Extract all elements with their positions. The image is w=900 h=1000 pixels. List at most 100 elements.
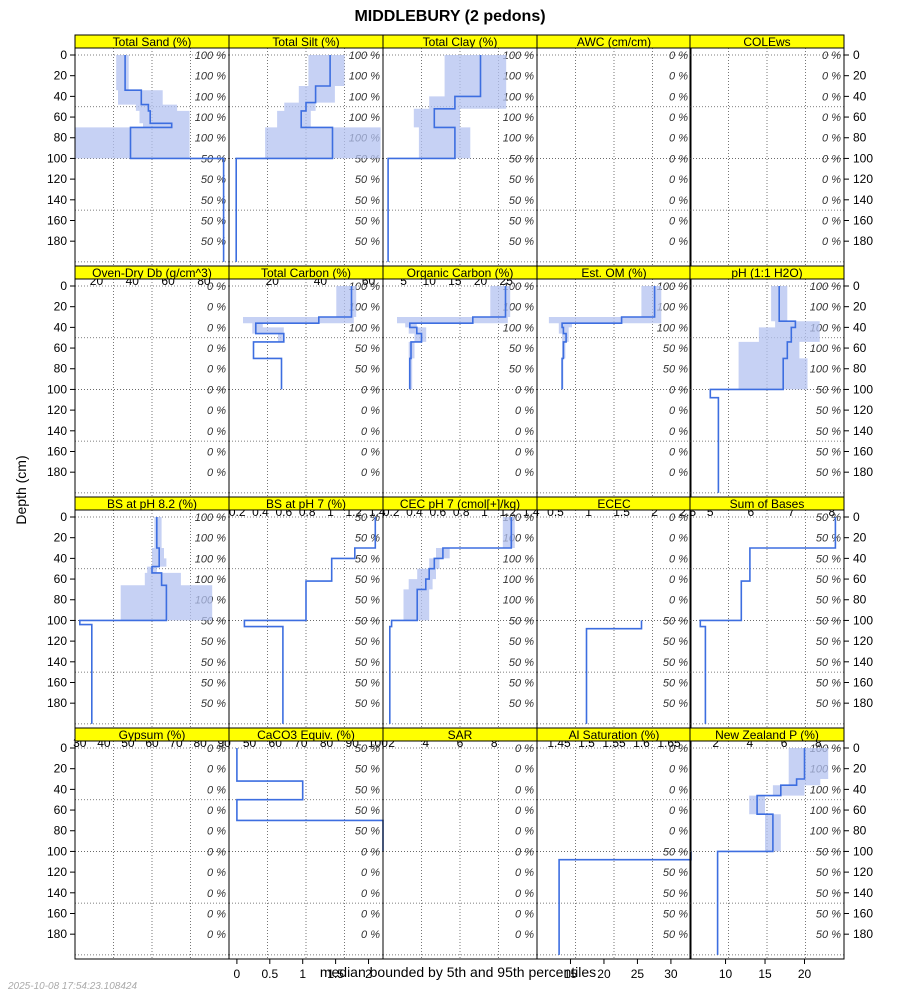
percent-label: 0 %: [822, 236, 841, 248]
percent-label: 50 %: [355, 343, 380, 355]
panel-title: Total Sand (%): [113, 35, 192, 49]
y-tick-label: 0: [60, 279, 67, 293]
y-tick-label: 40: [853, 89, 867, 103]
median-line: [699, 517, 837, 724]
percent-label: 0 %: [515, 784, 534, 796]
median-line: [388, 517, 513, 724]
x-tick-label: 1: [299, 967, 306, 981]
percent-label: 100 %: [349, 91, 380, 103]
percent-label: 0 %: [361, 446, 380, 458]
y-tick-label: 120: [47, 634, 67, 648]
percent-label: 0 %: [361, 467, 380, 479]
x-tick-label: 25: [631, 967, 645, 981]
y-tick-label: 100: [47, 151, 67, 165]
percent-label: 50 %: [509, 677, 534, 689]
percent-label: 50 %: [355, 174, 380, 186]
percent-label: 0 %: [669, 71, 688, 83]
percent-label: 100 %: [810, 343, 841, 355]
panel: Total Silt (%)100 %100 %100 %100 %100 %5…: [228, 34, 384, 288]
median-line: [235, 55, 334, 262]
percent-label: 50 %: [663, 636, 688, 648]
y-tick-label: 160: [853, 675, 873, 689]
percent-label: 100 %: [810, 805, 841, 817]
y-tick-label: 160: [47, 675, 67, 689]
panel-title: Est. OM (%): [581, 266, 646, 280]
percent-label: 0 %: [515, 888, 534, 900]
x-tick-label: 20: [798, 967, 812, 981]
percent-label: 50 %: [509, 195, 534, 207]
y-tick-label: 100: [853, 151, 873, 165]
percent-label: 100 %: [503, 50, 534, 62]
y-tick-label: 100: [853, 382, 873, 396]
y-tick-label: 40: [54, 320, 68, 334]
percentile-band: [548, 286, 662, 390]
y-tick-label: 20: [853, 762, 867, 776]
percent-label: 50 %: [355, 743, 380, 755]
percent-label: 0 %: [515, 826, 534, 838]
percent-label: 50 %: [663, 846, 688, 858]
x-tick-label: 7: [788, 505, 795, 519]
percentile-band: [710, 286, 820, 493]
y-tick-label: 180: [47, 234, 67, 248]
y-tick-label: 20: [54, 300, 68, 314]
y-tick-label: 100: [853, 844, 873, 858]
percent-label: 100 %: [195, 133, 226, 145]
y-tick-label: 120: [853, 403, 873, 417]
percent-label: 0 %: [669, 174, 688, 186]
y-tick-label: 60: [54, 110, 68, 124]
percent-label: 50 %: [816, 533, 841, 545]
panel: Al Saturation (%) 0 % 0 % 0 % 0 % 0 % 50 % 50 %…: [536, 727, 692, 981]
x-tick-label: 4: [422, 736, 429, 750]
percent-label: 0 %: [669, 91, 688, 103]
percent-label: 50 %: [355, 533, 380, 545]
y-tick-label: 140: [47, 424, 67, 438]
y-tick-label: 100: [853, 613, 873, 627]
percent-label: 100 %: [349, 50, 380, 62]
x-tick-label: 1: [585, 505, 592, 519]
percent-label: 50 %: [201, 677, 226, 689]
percent-label: 0 %: [207, 929, 226, 941]
panel: COLEws 0 % 0 % 0 % 0 % 0 % 0 % 0 % 0 % 0 % 0 % 0 20 4…: [689, 34, 873, 267]
timestamp: 2025-10-08 17:54:23.108424: [7, 981, 137, 992]
percent-label: 0 %: [515, 743, 534, 755]
percent-label: 0 %: [822, 174, 841, 186]
percent-label: 0 %: [669, 426, 688, 438]
percent-label: 100 %: [657, 322, 688, 334]
y-tick-label: 20: [54, 531, 68, 545]
y-tick-label: 0: [60, 48, 67, 62]
percent-label: 0 %: [515, 405, 534, 417]
percent-label: 0 %: [207, 302, 226, 314]
percent-label: 0 %: [669, 574, 688, 586]
percent-label: 50 %: [663, 888, 688, 900]
panel-title: ECEC: [597, 497, 631, 511]
percent-label: 100 %: [503, 574, 534, 586]
percent-label: 0 %: [669, 50, 688, 62]
percent-label: 50 %: [509, 153, 534, 165]
panel: Est. OM (%) 100 % 100 % 100 % 50 % 50 % 0 % 0 %…: [536, 265, 696, 519]
y-tick-label: 60: [853, 341, 867, 355]
percentile-band: [717, 748, 829, 955]
percent-label: 50 %: [355, 784, 380, 796]
percent-label: 50 %: [355, 512, 380, 524]
percent-label: 100 %: [195, 574, 226, 586]
percent-label: 0 %: [207, 364, 226, 376]
percent-label: 50 %: [816, 698, 841, 710]
x-tick-label: 30: [664, 967, 678, 981]
percent-label: 0 %: [669, 384, 688, 396]
y-tick-label: 0: [60, 741, 67, 755]
percent-label: 50 %: [816, 888, 841, 900]
percent-label: 0 %: [669, 236, 688, 248]
percent-label: 50 %: [816, 677, 841, 689]
percent-label: 50 %: [663, 657, 688, 669]
percent-label: 0 %: [361, 867, 380, 879]
percent-label: 50 %: [816, 867, 841, 879]
x-tick-label: 10: [719, 967, 733, 981]
y-tick-label: 40: [853, 551, 867, 565]
percent-label: 50 %: [663, 867, 688, 879]
percent-label: 100 %: [503, 281, 534, 293]
percent-label: 0 %: [822, 71, 841, 83]
y-tick-label: 60: [853, 803, 867, 817]
percent-label: 50 %: [509, 236, 534, 248]
panel: Oven-Dry Db (g/cm^3)0 %0 %0 %0 %0 %0 %0 …: [47, 265, 230, 498]
